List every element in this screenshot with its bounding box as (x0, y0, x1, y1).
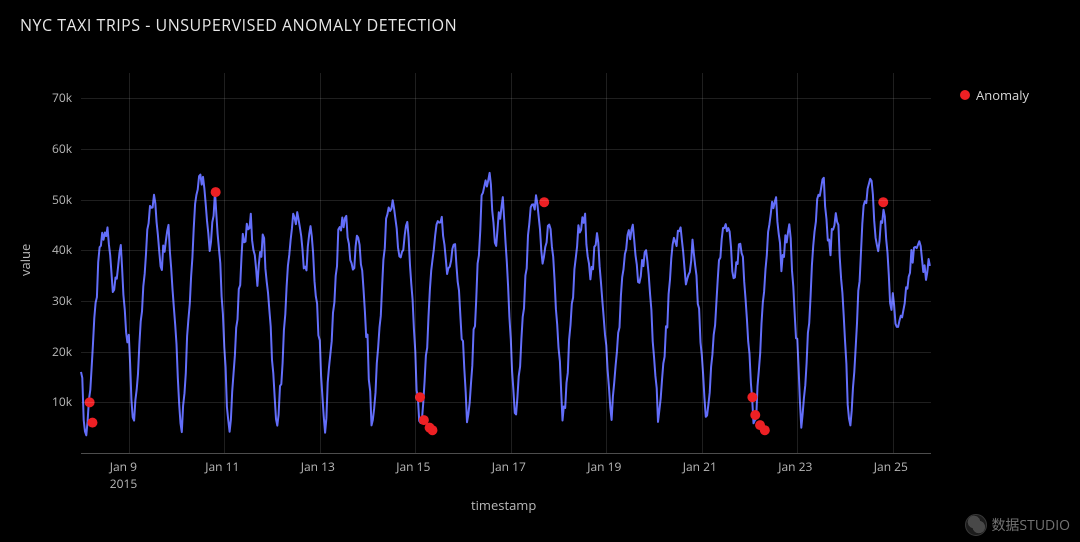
x-tick-label: Jan 25 (874, 458, 908, 475)
anomaly-point (87, 418, 97, 428)
grid-line-y (81, 352, 931, 353)
watermark: 数据STUDIO (965, 514, 1070, 536)
y-axis-label: value (16, 244, 34, 276)
anomaly-point (415, 392, 425, 402)
grid-line-x (129, 73, 130, 453)
anomaly-point (760, 425, 770, 435)
y-tick-label: 40k (52, 241, 72, 258)
legend-label: Anomaly (976, 86, 1029, 104)
zero-line (81, 453, 931, 454)
y-tick-label: 10k (52, 393, 72, 410)
grid-line-x (224, 73, 225, 453)
y-tick-label: 30k (52, 292, 72, 309)
grid-line-x (511, 73, 512, 453)
x-tick-label: Jan 15 (396, 458, 430, 475)
grid-line-y (81, 200, 931, 201)
y-tick-label: 50k (52, 191, 72, 208)
chart-title: NYC TAXI TRIPS - UNSUPERVISED ANOMALY DE… (20, 14, 457, 36)
wechat-icon (965, 514, 987, 536)
legend-marker-icon (960, 90, 970, 100)
x-tick-label: Jan 9 2015 (110, 458, 137, 492)
x-tick-label: Jan 13 (301, 458, 335, 475)
x-tick-label: Jan 17 (492, 458, 526, 475)
value-line (81, 173, 930, 435)
anomaly-point (750, 410, 760, 420)
grid-line-x (893, 73, 894, 453)
legend: Anomaly (960, 86, 1029, 104)
plot-area (80, 72, 932, 454)
x-tick-label: Jan 19 (587, 458, 621, 475)
grid-line-x (702, 73, 703, 453)
grid-line-y (81, 301, 931, 302)
grid-line-x (415, 73, 416, 453)
y-tick-label: 20k (52, 343, 72, 360)
watermark-text: 数据STUDIO (991, 515, 1070, 535)
x-axis-label: timestamp (471, 496, 536, 514)
x-tick-label: Jan 21 (683, 458, 717, 475)
anomaly-point (747, 392, 757, 402)
grid-line-y (81, 250, 931, 251)
grid-line-x (797, 73, 798, 453)
line-series-svg (81, 73, 931, 453)
anomaly-point (427, 425, 437, 435)
y-tick-label: 60k (52, 140, 72, 157)
grid-line-y (81, 149, 931, 150)
grid-line-x (606, 73, 607, 453)
grid-line-y (81, 402, 931, 403)
grid-line-y (81, 98, 931, 99)
anomaly-point (211, 187, 221, 197)
y-tick-label: 70k (52, 89, 72, 106)
x-tick-label: Jan 11 (205, 458, 239, 475)
x-tick-label: Jan 23 (778, 458, 812, 475)
grid-line-x (320, 73, 321, 453)
